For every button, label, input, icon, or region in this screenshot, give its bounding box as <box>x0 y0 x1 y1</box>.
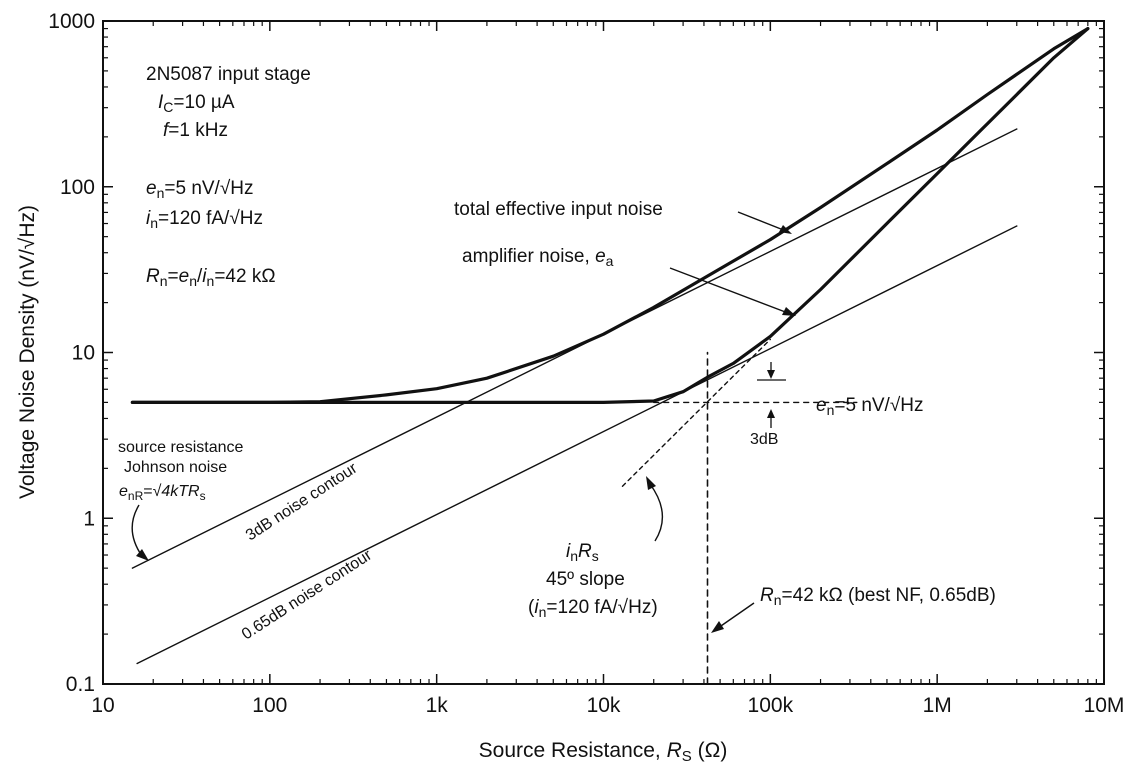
total-noise-pointer <box>737 211 787 232</box>
johnson-pointer <box>131 504 143 557</box>
x-axis-ticks: 10 100 1k 10k 100k 1M 10M <box>91 21 1124 717</box>
inrs-label: inRs <box>566 541 599 564</box>
db3-label: 3dB <box>750 431 778 448</box>
x-axis-label: Source Resistance, RS (Ω) <box>479 739 728 765</box>
rn-best-arrowhead <box>711 621 724 633</box>
series-line-contour-065 <box>136 225 1018 665</box>
y-tick-label: 1000 <box>48 10 95 33</box>
series-layer <box>130 27 1090 685</box>
x-tick-label: 100 <box>252 694 287 717</box>
y-tick-label: 0.1 <box>66 673 95 696</box>
series-line-johnson <box>131 128 1018 569</box>
total-noise-label: total effective input noise <box>454 199 663 220</box>
x-tick-label: 10k <box>587 694 621 717</box>
series-line-amplifier <box>130 27 1090 404</box>
amplifier-noise-pointer <box>669 267 789 314</box>
rn-best-label: Rn=42 kΩ (best NF, 0.65dB) <box>760 585 996 608</box>
contour-3db-label: 3dB noise contour <box>243 459 361 544</box>
y-tick-label: 10 <box>72 342 95 365</box>
source-resistance-label: source resistance <box>118 439 243 456</box>
enr-formula: enR=√4kTRs <box>119 483 206 503</box>
y-tick-label: 100 <box>60 176 95 199</box>
johnson-noise-label: Johnson noise <box>124 459 227 476</box>
inrs-pointer <box>649 483 664 542</box>
total-noise-arrowhead <box>779 225 792 234</box>
rn-param: Rn=en/in=42 kΩ <box>146 266 276 289</box>
x-tick-label: 100k <box>748 694 794 717</box>
y-axis-label: Voltage Noise Density (nV/√Hz) <box>16 205 39 499</box>
en-line-label: en=5 nV/√Hz <box>816 395 923 418</box>
series-line-inrs <box>621 338 771 487</box>
rn-best-pointer <box>717 602 755 629</box>
amplifier-noise-label: amplifier noise, ea <box>462 246 614 269</box>
in-param: in=120 fA/√Hz <box>146 208 263 231</box>
x-tick-label: 1k <box>426 694 449 717</box>
db3-top-arrowhead <box>767 370 775 379</box>
x-tick-label: 10 <box>91 694 114 717</box>
johnson-arrowhead <box>136 549 149 561</box>
contour-065db-label: 0.65dB noise contour <box>239 546 376 643</box>
y-tick-label: 1 <box>83 507 95 530</box>
x-tick-label: 1M <box>923 694 952 717</box>
ic-param: IC=10 µA <box>158 92 235 115</box>
db3-bottom-arrowhead <box>767 409 775 418</box>
inrs-arrowhead <box>646 476 656 490</box>
slope-in-label: (in=120 fA/√Hz) <box>528 597 658 620</box>
f-param: f=1 kHz <box>163 120 228 141</box>
slope-label: 45º slope <box>546 569 625 590</box>
x-tick-label: 10M <box>1084 694 1125 717</box>
series-line-total <box>130 27 1090 404</box>
en-param: en=5 nV/√Hz <box>146 178 253 201</box>
amplifier-noise-arrowhead <box>782 307 796 316</box>
y-axis-ticks: 0.1 1 10 100 1000 <box>48 10 1104 696</box>
stage-title: 2N5087 input stage <box>146 64 311 85</box>
